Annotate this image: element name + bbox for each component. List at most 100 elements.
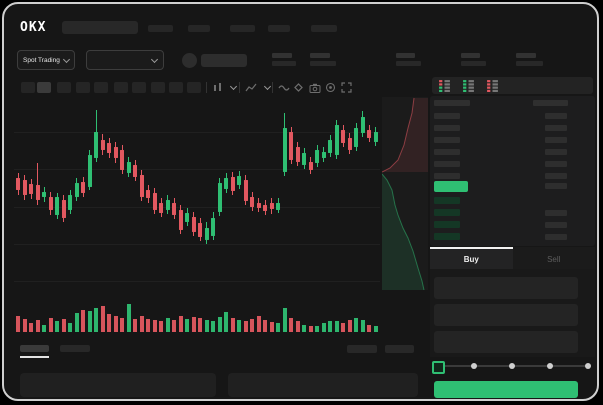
- settings-icon[interactable]: [325, 82, 336, 93]
- stat-label: [272, 53, 292, 58]
- line-style-icon[interactable]: [278, 82, 290, 93]
- ask-price: [434, 137, 460, 143]
- candle-body: [87, 155, 92, 187]
- bottom-tab[interactable]: [20, 345, 49, 352]
- draw-icon[interactable]: [293, 82, 304, 93]
- volume-bar: [178, 316, 183, 332]
- order-input-field[interactable]: [434, 331, 578, 353]
- slider-stop[interactable]: [471, 363, 477, 369]
- candle-body: [373, 132, 378, 142]
- bid-amount: [545, 222, 567, 228]
- slider-stop[interactable]: [509, 363, 515, 369]
- timeframe-button[interactable]: [57, 82, 71, 93]
- tab-sell[interactable]: Sell: [512, 247, 595, 269]
- candle-body: [243, 180, 248, 201]
- orderbook-view-asks-icon[interactable]: [486, 79, 499, 92]
- chevron-down-icon[interactable]: [262, 82, 272, 93]
- market-type-selector[interactable]: Spot Trading: [17, 50, 75, 70]
- timeframe-button[interactable]: [151, 82, 165, 93]
- volume-bar: [276, 323, 280, 332]
- volume-bar: [250, 319, 254, 332]
- ask-row[interactable]: [430, 159, 595, 169]
- volume-bar: [94, 308, 98, 332]
- volume-bar: [16, 316, 20, 332]
- market-type-label: Spot Trading: [23, 56, 60, 64]
- volume-bar: [263, 320, 267, 332]
- orderbook-view-bids-icon[interactable]: [462, 79, 475, 92]
- volume-bar: [243, 321, 248, 332]
- ask-amount: [545, 113, 567, 119]
- nav-item[interactable]: [188, 25, 210, 32]
- slider-handle[interactable]: [431, 360, 445, 374]
- camera-icon[interactable]: [309, 82, 321, 93]
- bid-row[interactable]: [430, 220, 595, 230]
- timeframe-button[interactable]: [187, 82, 201, 93]
- bid-row[interactable]: [430, 196, 595, 206]
- timeframe-button[interactable]: [132, 82, 146, 93]
- ask-row[interactable]: [430, 135, 595, 145]
- volume-bar: [42, 325, 46, 332]
- slider-stop[interactable]: [585, 363, 591, 369]
- depth-chart[interactable]: [382, 97, 428, 290]
- stat-label: [461, 53, 480, 58]
- indicator-icon[interactable]: [245, 82, 257, 93]
- nav-item[interactable]: [311, 25, 337, 32]
- chevron-down-icon[interactable]: [228, 82, 238, 93]
- volume-bar: [217, 317, 222, 332]
- fullscreen-icon[interactable]: [341, 82, 352, 93]
- candle-body: [230, 177, 235, 191]
- ask-row[interactable]: [430, 111, 595, 121]
- timeframe-button[interactable]: [169, 82, 183, 93]
- submit-order-button[interactable]: [434, 381, 578, 398]
- volume-bar: [22, 319, 27, 332]
- gridline: [14, 281, 380, 282]
- order-input-field[interactable]: [434, 304, 578, 326]
- volume-bar: [100, 306, 105, 332]
- volume-bar: [191, 317, 196, 332]
- bid-row[interactable]: [430, 232, 595, 242]
- gridline: [14, 207, 380, 208]
- candle-body: [321, 152, 326, 158]
- tab-buy[interactable]: Buy: [430, 247, 513, 269]
- nav-item[interactable]: [268, 25, 290, 32]
- last-price-badge[interactable]: [434, 181, 468, 192]
- toolbar-divider: [239, 82, 240, 93]
- volume-bar: [172, 320, 176, 332]
- timeframe-button[interactable]: [37, 82, 51, 93]
- bottom-tab[interactable]: [60, 345, 90, 352]
- orderbook-view-combined-icon[interactable]: [438, 79, 451, 92]
- volume-bar: [113, 316, 118, 332]
- ask-row[interactable]: [430, 147, 595, 157]
- volume-bar: [159, 321, 163, 332]
- search-input[interactable]: [62, 21, 138, 34]
- order-input-field[interactable]: [434, 277, 578, 299]
- nav-item[interactable]: [230, 25, 255, 32]
- timeframe-button[interactable]: [114, 82, 128, 93]
- timeframe-button[interactable]: [21, 82, 35, 93]
- candle-wick: [37, 163, 38, 205]
- interval-icon[interactable]: [212, 82, 224, 93]
- volume-bar: [55, 321, 59, 332]
- timeframe-button[interactable]: [76, 82, 90, 93]
- trading-pair-dropdown[interactable]: [86, 50, 164, 70]
- ask-price: [434, 173, 460, 179]
- timeframe-button[interactable]: [94, 82, 108, 93]
- footer-control[interactable]: [347, 345, 377, 353]
- candle-body: [237, 176, 241, 185]
- volume-bar: [204, 320, 209, 332]
- ask-price: [434, 125, 460, 131]
- footer-control[interactable]: [385, 345, 414, 353]
- ask-row[interactable]: [430, 123, 595, 133]
- candle-body: [159, 203, 163, 213]
- candle-body: [256, 203, 261, 208]
- bid-row[interactable]: [430, 208, 595, 218]
- volume-bar: [334, 321, 339, 332]
- volume-bar: [61, 319, 66, 332]
- nav-item[interactable]: [148, 25, 173, 32]
- slider-stop[interactable]: [547, 363, 553, 369]
- candle-body: [198, 223, 202, 237]
- ask-row[interactable]: [430, 171, 595, 181]
- ask-amount: [545, 173, 567, 179]
- bid-amount: [545, 234, 567, 240]
- orderbook-column-header: [434, 100, 470, 106]
